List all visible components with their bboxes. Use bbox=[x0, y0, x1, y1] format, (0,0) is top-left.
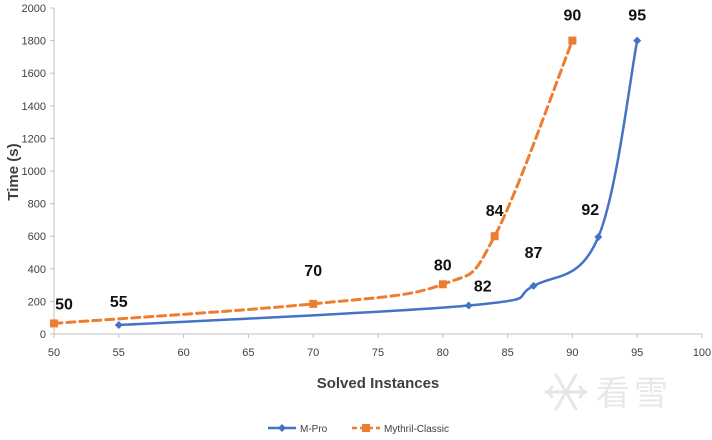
x-tick-label: 55 bbox=[113, 347, 125, 359]
data-label: 87 bbox=[525, 245, 543, 262]
plot-lines bbox=[53, 8, 702, 335]
data-label: 80 bbox=[434, 257, 452, 274]
data-point-marker bbox=[529, 281, 538, 290]
y-axis: 0 200 400 600 800 1000 1200 1400 1600 1800 2000 bbox=[22, 3, 54, 341]
data-label: 92 bbox=[581, 202, 599, 219]
data-label: 95 bbox=[628, 8, 646, 25]
x-tick-label: 70 bbox=[307, 347, 319, 359]
data-labels: 55 82 87 92 95 50 70 80 84 90 bbox=[55, 8, 646, 314]
y-tick-label: 1200 bbox=[22, 133, 46, 145]
data-point-marker bbox=[438, 280, 447, 289]
x-tick-label: 80 bbox=[437, 347, 449, 359]
data-point-marker bbox=[594, 233, 603, 242]
watermark: 看雪 bbox=[544, 373, 672, 414]
legend: M-Pro Mythril-Classic bbox=[268, 424, 449, 435]
data-label: 82 bbox=[474, 278, 492, 295]
y-tick-label: 1800 bbox=[22, 36, 46, 48]
legend-label: Mythril-Classic bbox=[384, 424, 449, 435]
y-tick-label: 2000 bbox=[22, 3, 46, 15]
x-tick-label: 95 bbox=[631, 347, 643, 359]
x-tick-label: 65 bbox=[242, 347, 254, 359]
x-tick-label: 90 bbox=[566, 347, 578, 359]
data-point-marker bbox=[50, 319, 58, 328]
x-tick-label: 60 bbox=[177, 347, 189, 359]
y-tick-label: 1400 bbox=[22, 101, 46, 113]
x-tick-label: 100 bbox=[693, 347, 711, 359]
y-tick-label: 0 bbox=[40, 329, 46, 341]
watermark-text: 看雪 bbox=[596, 374, 672, 414]
x-axis: 50 55 60 65 70 75 80 85 90 95 100 bbox=[48, 334, 711, 359]
y-tick-label: 1600 bbox=[22, 68, 46, 80]
data-point-marker bbox=[568, 36, 577, 45]
series-line-m-pro bbox=[117, 39, 639, 327]
data-point-marker bbox=[464, 301, 473, 310]
data-point-marker bbox=[309, 299, 318, 308]
x-axis-title: Solved Instances bbox=[317, 375, 440, 392]
y-tick-label: 200 bbox=[28, 296, 46, 308]
legend-marker bbox=[362, 424, 370, 432]
data-label: 50 bbox=[55, 296, 73, 313]
data-point-marker bbox=[633, 36, 642, 45]
y-tick-label: 800 bbox=[28, 199, 46, 211]
x-tick-label: 50 bbox=[48, 347, 60, 359]
y-tick-label: 600 bbox=[28, 231, 46, 243]
y-tick-label: 400 bbox=[28, 264, 46, 276]
series-line-mythril-classic bbox=[52, 39, 574, 325]
y-axis-title: Time (s) bbox=[5, 143, 22, 200]
snowflake-icon bbox=[544, 373, 588, 411]
x-tick-label: 75 bbox=[372, 347, 384, 359]
y-tick-label: 1000 bbox=[22, 166, 46, 178]
data-label: 90 bbox=[564, 8, 582, 25]
x-tick-label: 85 bbox=[501, 347, 513, 359]
data-label: 84 bbox=[486, 203, 504, 220]
legend-marker bbox=[278, 424, 286, 432]
data-point-marker bbox=[114, 321, 123, 330]
data-point-marker bbox=[490, 232, 499, 241]
data-label: 55 bbox=[110, 294, 128, 311]
legend-label: M-Pro bbox=[300, 424, 328, 435]
data-label: 70 bbox=[304, 263, 322, 280]
series-layer bbox=[50, 36, 642, 330]
